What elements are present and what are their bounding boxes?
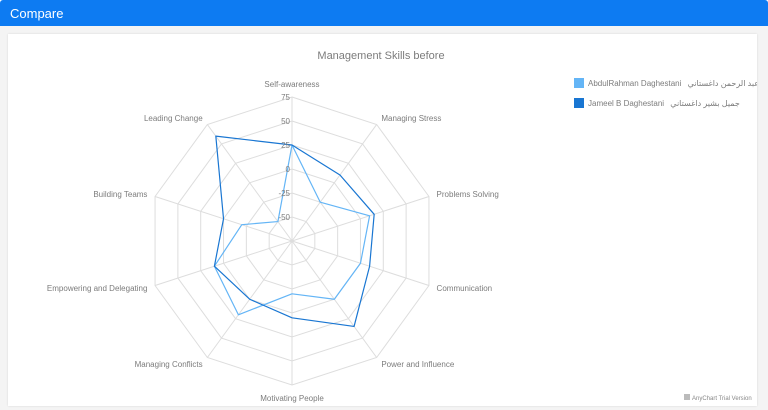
tick-label: 0	[286, 165, 291, 174]
category-label: Problems Solving	[437, 190, 499, 199]
tick-label: 25	[281, 141, 290, 150]
page-title: Compare	[10, 5, 64, 21]
series-line-1	[213, 144, 371, 316]
category-label: Empowering and Delegating	[47, 284, 148, 293]
category-label: Communication	[437, 284, 493, 293]
category-label: Building Teams	[93, 190, 147, 199]
category-label: Managing Stress	[381, 114, 441, 123]
category-labels: Self-awareness Managing Stress Problems So…	[47, 80, 499, 403]
legend-marker	[574, 78, 584, 88]
legend-label-name: Jameel B Daghestani	[588, 99, 664, 108]
page-header: Compare	[0, 0, 768, 26]
tick-label: -50	[278, 213, 290, 222]
grid-spoke	[154, 240, 293, 286]
grid-spoke	[291, 124, 378, 242]
legend-label-arabic: جميل بشير داغستاني	[670, 99, 740, 108]
category-label: Managing Conflicts	[135, 360, 203, 369]
axis-ticks: -50 -25 0 25 50 75	[278, 93, 290, 222]
grid-spoke	[291, 196, 430, 242]
tick-label: -25	[278, 189, 290, 198]
legend-marker	[574, 98, 584, 108]
chart-title: Management Skills before	[317, 50, 444, 62]
credits[interactable]: AnyChart Trial Version	[684, 394, 752, 402]
series-line-2	[213, 135, 375, 328]
legend-item-series-2[interactable]: Jameel B Daghestani جميل بشير داغستاني	[574, 98, 740, 108]
category-label: Leading Change	[144, 114, 203, 123]
content-panel: Management Skills before Self-awareness M…	[0, 26, 768, 410]
anychart-logo-icon	[684, 394, 690, 400]
tick-label: 50	[281, 117, 290, 126]
legend-label: Jameel B Daghestani جميل بشير داغستاني	[588, 99, 740, 108]
legend: AbdulRahman Daghestani عبد الرحمن داغستا…	[574, 78, 757, 108]
legend-label-arabic: عبد الرحمن داغستاني	[688, 79, 757, 88]
radar-chart: Management Skills before Self-awareness M…	[47, 50, 757, 403]
tick-label: 75	[281, 93, 290, 102]
chart-card: Management Skills before Self-awareness M…	[8, 34, 757, 406]
legend-label: AbdulRahman Daghestani عبد الرحمن داغستا…	[588, 79, 757, 88]
radar-grid	[154, 96, 430, 386]
legend-item-series-1[interactable]: AbdulRahman Daghestani عبد الرحمن داغستا…	[574, 78, 757, 88]
category-label: Self-awareness	[264, 80, 319, 89]
credits-text: AnyChart Trial Version	[692, 396, 752, 402]
category-label: Power and Influence	[381, 360, 454, 369]
radar-series	[213, 135, 375, 328]
legend-label-name: AbdulRahman Daghestani	[588, 79, 682, 88]
category-label: Motivating People	[260, 394, 324, 403]
